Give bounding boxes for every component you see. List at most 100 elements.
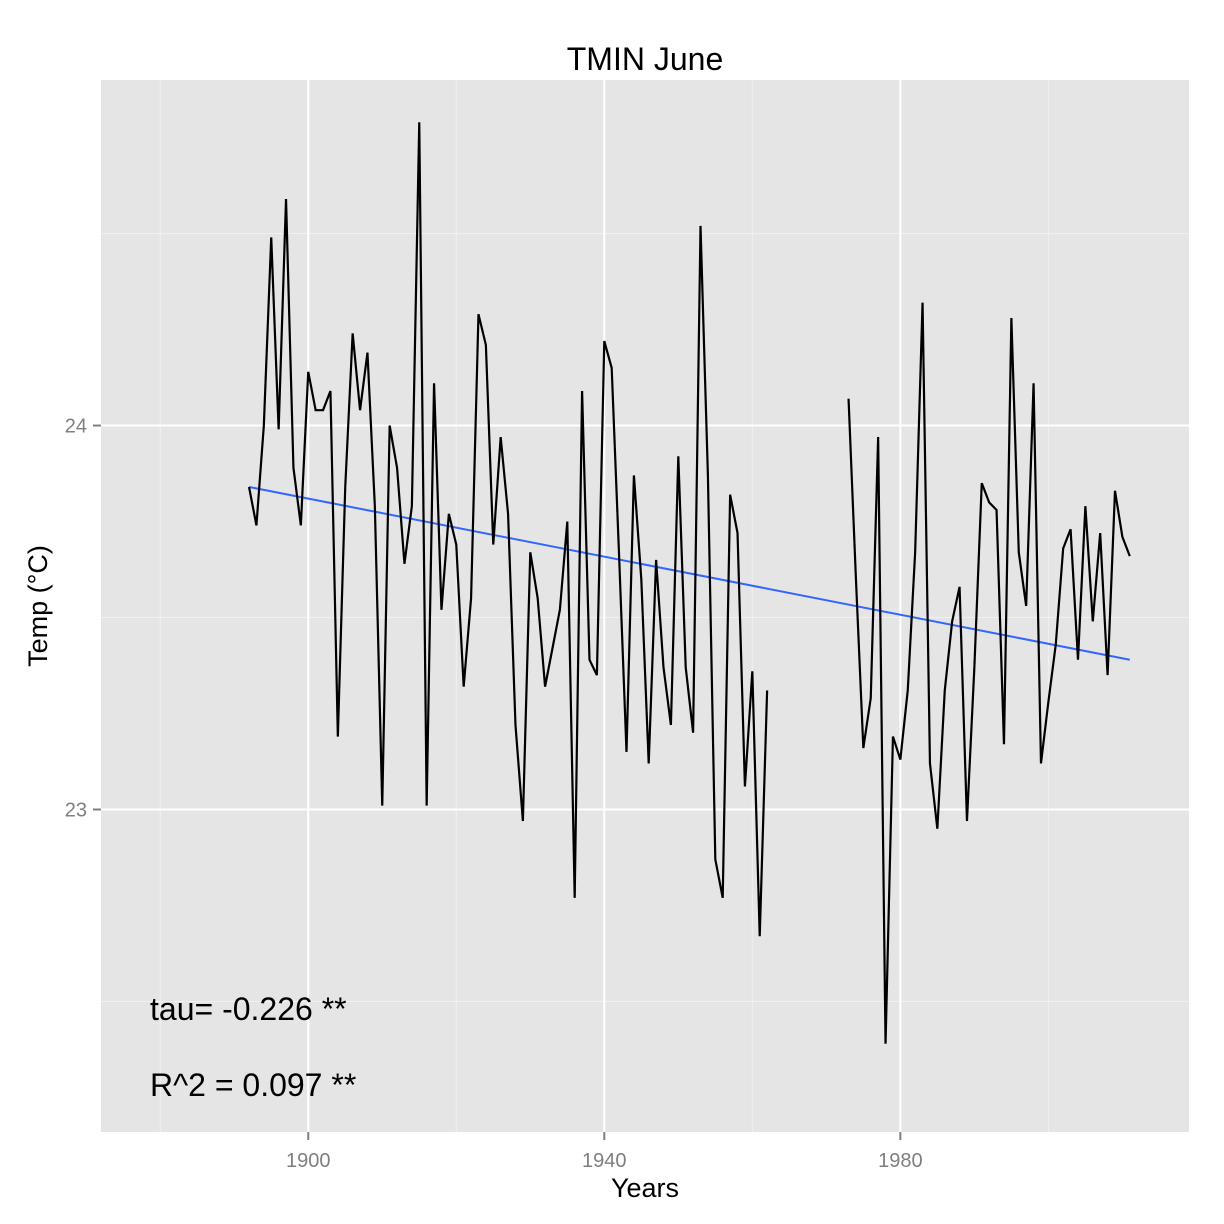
data-point: [321, 408, 325, 412]
data-point: [388, 424, 392, 428]
tick-labels: 1900 1940 1980 23 24: [65, 416, 923, 1172]
data-point: [1032, 381, 1036, 385]
data-point: [447, 512, 451, 516]
data-point: [528, 550, 532, 554]
data-point: [1069, 527, 1073, 531]
data-point: [602, 339, 606, 343]
data-point: [928, 761, 932, 765]
data-point: [1054, 642, 1058, 646]
data-point: [254, 523, 258, 527]
data-point: [373, 504, 377, 508]
data-point: [565, 520, 569, 524]
data-point: [699, 224, 703, 228]
x-tick-label: 1940: [582, 1150, 627, 1172]
data-point: [632, 473, 636, 477]
data-point: [521, 819, 525, 823]
data-point: [669, 723, 673, 727]
data-point: [306, 370, 310, 374]
data-point: [676, 454, 680, 458]
data-point: [558, 608, 562, 612]
data-point: [587, 658, 591, 662]
trend-line: [248, 485, 1130, 661]
data-point: [943, 688, 947, 692]
data-point: [995, 508, 999, 512]
data-point: [499, 435, 503, 439]
data-point: [462, 685, 466, 689]
series-line-segment: [247, 122, 769, 937]
data-point: [728, 493, 732, 497]
y-tick-label: 23: [65, 799, 87, 821]
data-point: [654, 558, 658, 562]
data-point: [476, 312, 480, 316]
data-point: [277, 427, 281, 431]
data-point: [513, 723, 517, 727]
y-tick-label: 24: [65, 416, 87, 438]
data-point: [847, 397, 851, 401]
data-point: [721, 896, 725, 900]
data-point: [913, 550, 917, 554]
data-point: [543, 685, 547, 689]
data-point: [1106, 673, 1110, 677]
data-point: [884, 1042, 888, 1046]
x-tick-label: 1900: [286, 1150, 331, 1172]
data-point: [1017, 550, 1021, 554]
series-line-segment: [847, 302, 1131, 1044]
minor-gridlines: [101, 80, 1189, 1132]
axis-ticks: [93, 424, 902, 1140]
data-point: [1024, 604, 1028, 608]
data-point: [432, 381, 436, 385]
tau-annotation: tau= -0.226 **: [150, 991, 347, 1027]
data-point: [439, 608, 443, 612]
data-point: [972, 665, 976, 669]
data-point: [262, 424, 266, 428]
data-point: [758, 934, 762, 938]
data-point: [365, 351, 369, 355]
data-point: [891, 735, 895, 739]
data-point: [750, 669, 754, 673]
data-point: [269, 235, 273, 239]
series-layer: [247, 120, 1132, 1046]
data-point: [662, 665, 666, 669]
major-gridlines: [101, 80, 1189, 1132]
data-point: [1039, 761, 1043, 765]
x-axis-title: Years: [611, 1173, 679, 1203]
data-point: [950, 619, 954, 623]
data-point: [402, 562, 406, 566]
data-point: [958, 585, 962, 589]
data-point: [343, 485, 347, 489]
data-point: [965, 819, 969, 823]
data-point: [617, 554, 621, 558]
data-point: [580, 389, 584, 393]
data-point: [639, 577, 643, 581]
data-point: [299, 523, 303, 527]
data-point: [454, 543, 458, 547]
data-point: [706, 473, 710, 477]
data-point: [395, 466, 399, 470]
data-point: [336, 735, 340, 739]
data-point: [765, 688, 769, 692]
data-point: [647, 761, 651, 765]
r-squared-annotation: R^2 = 0.097 **: [150, 1067, 356, 1103]
data-point: [691, 731, 695, 735]
data-point: [736, 531, 740, 535]
data-point: [491, 543, 495, 547]
data-point: [906, 688, 910, 692]
data-point: [1113, 489, 1117, 493]
data-point: [684, 665, 688, 669]
data-point: [1091, 619, 1095, 623]
data-point: [980, 481, 984, 485]
data-point: [921, 301, 925, 305]
data-point: [743, 784, 747, 788]
data-point: [869, 696, 873, 700]
data-point: [247, 485, 251, 489]
data-point: [610, 366, 614, 370]
data-point: [314, 408, 318, 412]
data-point: [328, 389, 332, 393]
data-point: [1046, 700, 1050, 704]
data-point: [1128, 554, 1132, 558]
data-point: [573, 896, 577, 900]
data-point: [1098, 531, 1102, 535]
data-point: [1061, 546, 1065, 550]
data-point: [417, 120, 421, 124]
